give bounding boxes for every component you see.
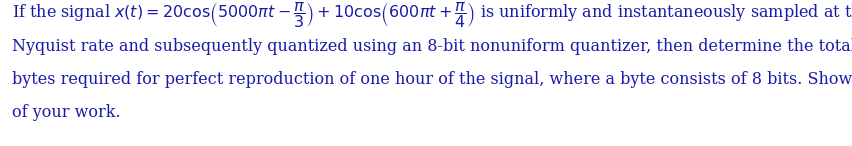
Text: Nyquist rate and subsequently quantized using an 8-bit nonuniform quantizer, the: Nyquist rate and subsequently quantized … bbox=[12, 38, 852, 55]
Text: bytes required for perfect reproduction of one hour of the signal, where a byte : bytes required for perfect reproduction … bbox=[12, 71, 852, 88]
Text: If the signal $x(t) = 20 \cos\!\left(5000\pi t - \dfrac{\pi}{3}\right) + 10 \cos: If the signal $x(t) = 20 \cos\!\left(500… bbox=[12, 0, 852, 30]
Text: of your work.: of your work. bbox=[12, 104, 121, 121]
